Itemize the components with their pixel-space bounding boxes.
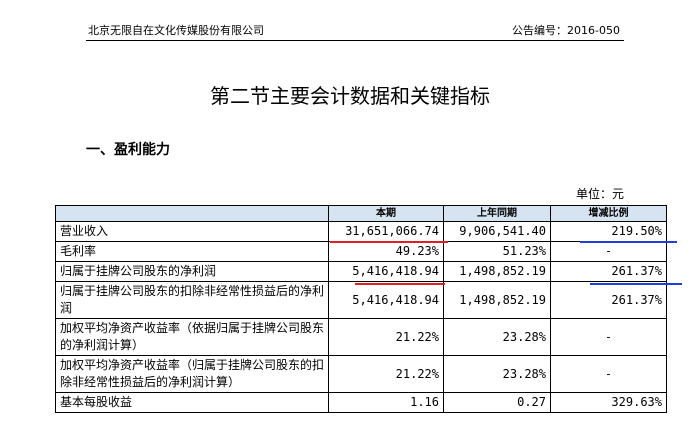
row-current: 31,651,066.74: [328, 221, 444, 242]
row-item: 加权平均净资产收益率（归属于挂牌公司股东的扣除非经常性损益后的净利润计算）: [55, 355, 329, 393]
row-item: 营业收入: [55, 221, 329, 242]
row-prior: 51.23%: [443, 241, 551, 262]
section-heading: 一、盈利能力: [86, 142, 170, 158]
red-underline-net-profit: [355, 283, 445, 285]
row-current: 21.22%: [328, 355, 444, 393]
financial-indicators-table: 本期 上年同期 增减比例 营业收入 31,651,066.74 9,906,54…: [55, 205, 667, 413]
column-header-change: 增减比例: [550, 205, 667, 222]
row-prior: 23.28%: [443, 355, 551, 393]
table-row: 营业收入 31,651,066.74 9,906,541.40 219.50%: [55, 221, 667, 242]
row-prior: 1,498,852.19: [443, 281, 551, 319]
row-current: 5,416,418.94: [328, 261, 444, 282]
unit-label: 单位：元: [575, 187, 624, 201]
row-change: 219.50%: [550, 221, 667, 242]
column-header-current: 本期: [328, 205, 444, 222]
table-row: 基本每股收益 1.16 0.27 329.63%: [55, 392, 667, 413]
table-row: 加权平均净资产收益率（依据归属于挂牌公司股东的净利润计算） 21.22% 23.…: [55, 318, 667, 356]
blue-underline-profit-change: [590, 283, 682, 285]
column-header-item: [55, 205, 329, 222]
table-header-row: 本期 上年同期 增减比例: [55, 205, 667, 222]
table-row: 加权平均净资产收益率（归属于挂牌公司股东的扣除非经常性损益后的净利润计算） 21…: [55, 355, 667, 393]
column-header-prior: 上年同期: [443, 205, 551, 222]
row-current: 5,416,418.94: [328, 281, 444, 319]
page-title: 第二节主要会计数据和关键指标: [210, 84, 490, 108]
company-name: 北京无限自在文化传媒股份有限公司: [88, 24, 264, 37]
row-change: 261.37%: [550, 261, 667, 282]
row-current: 21.22%: [328, 318, 444, 356]
row-item: 归属于挂牌公司股东的净利润: [55, 261, 329, 282]
table-row: 归属于挂牌公司股东的扣除非经常性损益后的净利润 5,416,418.94 1,4…: [55, 281, 667, 319]
row-change: -: [550, 318, 667, 356]
row-prior: 0.27: [443, 392, 551, 413]
header-divider: [86, 40, 624, 41]
row-item: 归属于挂牌公司股东的扣除非经常性损益后的净利润: [55, 281, 329, 319]
row-prior: 23.28%: [443, 318, 551, 356]
row-change: -: [550, 241, 667, 262]
row-item: 加权平均净资产收益率（依据归属于挂牌公司股东的净利润计算）: [55, 318, 329, 356]
row-prior: 9,906,541.40: [443, 221, 551, 242]
row-item: 毛利率: [55, 241, 329, 262]
blue-underline-revenue-change: [580, 241, 677, 243]
row-prior: 1,498,852.19: [443, 261, 551, 282]
row-item: 基本每股收益: [55, 392, 329, 413]
table-row: 归属于挂牌公司股东的净利润 5,416,418.94 1,498,852.19 …: [55, 261, 667, 282]
row-change: 261.37%: [550, 281, 667, 319]
red-underline-revenue: [330, 241, 448, 243]
row-change: -: [550, 355, 667, 393]
row-current: 1.16: [328, 392, 444, 413]
row-change: 329.63%: [550, 392, 667, 413]
row-current: 49.23%: [328, 241, 444, 262]
announcement-number: 公告编号：2016-050: [512, 24, 620, 37]
table-row: 毛利率 49.23% 51.23% -: [55, 241, 667, 262]
